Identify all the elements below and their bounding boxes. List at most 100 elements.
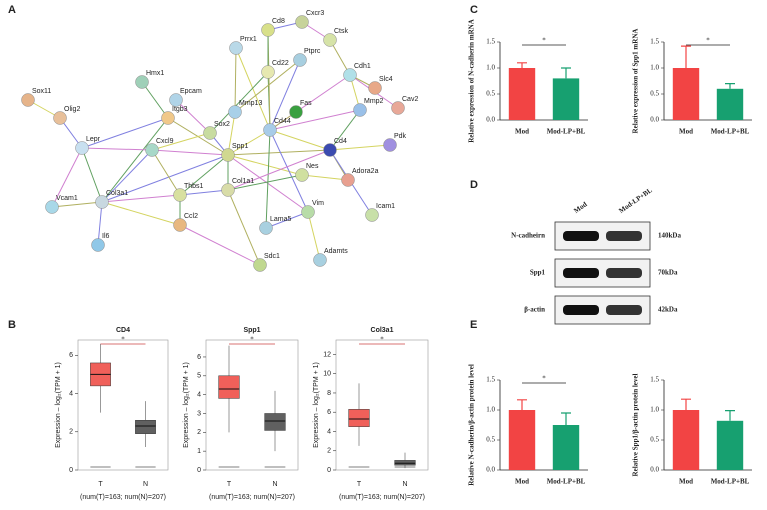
y-tick-label: 0: [197, 467, 201, 474]
y-tick-label: 1.0: [486, 64, 495, 72]
edge: [269, 59, 301, 131]
y-tick-label: 1.0: [650, 64, 659, 72]
y-tick-label: 4: [327, 428, 331, 435]
error-bar: [681, 45, 691, 68]
node: [161, 111, 175, 125]
node-label: Epcam: [180, 88, 202, 95]
edge: [307, 211, 321, 261]
blot-band: [563, 305, 599, 315]
node: [95, 195, 109, 209]
blot-size-label: 42kDa: [658, 306, 678, 314]
edge: [81, 147, 103, 203]
node: [368, 81, 382, 95]
node: [365, 208, 379, 222]
node-label: Hmx1: [146, 70, 164, 77]
node-label: Cd4: [334, 138, 347, 145]
error-bar: [561, 412, 571, 425]
y-tick-label: 0.0: [650, 116, 659, 124]
node: [313, 253, 327, 267]
edge: [101, 154, 229, 203]
node-label: Lama5: [270, 216, 292, 223]
y-tick-label: 2: [69, 429, 73, 436]
node-label: Adora2a: [352, 168, 379, 175]
plot-frame: [205, 339, 299, 471]
x-tick-label: N: [272, 481, 277, 488]
node: [295, 168, 309, 182]
node-label: Ptprc: [304, 48, 321, 55]
y-tick-label: 1: [197, 448, 201, 455]
significance-mark: *: [250, 336, 254, 344]
node-label: Col1a1: [232, 178, 254, 185]
node: [293, 53, 307, 67]
edge: [209, 71, 269, 134]
y-axis-label: Relative N-cadherin/β-actin protein leve…: [468, 364, 476, 486]
edge: [301, 174, 349, 181]
y-tick-label: 1.0: [650, 406, 659, 414]
node: [221, 148, 235, 162]
y-tick-label: 1.5: [650, 38, 659, 46]
node: [169, 93, 183, 107]
edge: [329, 144, 391, 151]
panel-label: A: [8, 4, 16, 16]
node-label: Fas: [300, 100, 312, 107]
node: [228, 105, 242, 119]
y-tick-label: 1.5: [650, 376, 659, 384]
significance-mark: *: [706, 37, 710, 45]
y-tick-label: 0.0: [650, 466, 659, 474]
blot-size-label: 140kDa: [658, 232, 681, 240]
error-bar: [681, 398, 691, 410]
node: [263, 123, 277, 137]
node: [253, 258, 267, 272]
y-tick-label: 5: [197, 373, 201, 380]
node: [289, 105, 303, 119]
blot-row-label: Spp1: [530, 269, 546, 277]
node: [75, 141, 89, 155]
edge: [329, 109, 361, 151]
y-axis-label: Relative expression of Spp1 mRNA: [632, 29, 640, 134]
blot-band: [606, 268, 642, 278]
x-tick-label: Mod-LP+BL: [547, 128, 586, 136]
node: [259, 221, 273, 235]
node-label: Pdk: [394, 133, 407, 140]
node: [391, 101, 405, 115]
y-axis-label: Relative Spp1/β-actin protein level: [632, 373, 640, 476]
x-tick-label: T: [357, 481, 362, 488]
node: [261, 23, 275, 37]
error-bar: [517, 399, 527, 410]
blot-band: [563, 268, 599, 278]
error-bar: [517, 62, 527, 68]
node-label: Mmp13: [239, 100, 262, 107]
node: [323, 143, 337, 157]
node: [341, 173, 355, 187]
node-label: Sox2: [214, 121, 230, 128]
blot-row-label: N-cadheirn: [511, 232, 545, 240]
y-tick-label: 0.5: [650, 90, 659, 98]
edge: [101, 201, 181, 226]
edge: [151, 149, 181, 196]
y-tick-label: 1.0: [486, 406, 495, 414]
y-tick-label: 0.0: [486, 466, 495, 474]
edge: [234, 59, 301, 113]
node-label: Nes: [306, 163, 319, 170]
node-label: Vcam1: [56, 195, 78, 202]
edge: [265, 129, 271, 229]
chart-title: Col3a1: [371, 327, 394, 334]
edge: [179, 154, 229, 196]
node-label: Ccl2: [184, 213, 198, 220]
edge: [141, 81, 169, 119]
y-tick-label: 2: [327, 448, 331, 455]
y-axis-label: Expression – log₂(TPM + 1): [55, 362, 62, 448]
y-axis-label: Relative expression of N-cadherin mRNA: [468, 19, 476, 143]
node: [343, 68, 357, 82]
x-tick-label: Mod-LP+BL: [547, 478, 586, 486]
panel-label: B: [8, 319, 16, 331]
edge: [51, 201, 103, 208]
significance-mark: *: [542, 37, 546, 45]
edge: [227, 111, 236, 156]
node-label: Itgb3: [172, 106, 188, 113]
edge: [269, 129, 309, 213]
node-label: Prrx1: [240, 36, 257, 43]
bar: [508, 410, 536, 470]
blot-row-label: β-actin: [524, 306, 545, 314]
